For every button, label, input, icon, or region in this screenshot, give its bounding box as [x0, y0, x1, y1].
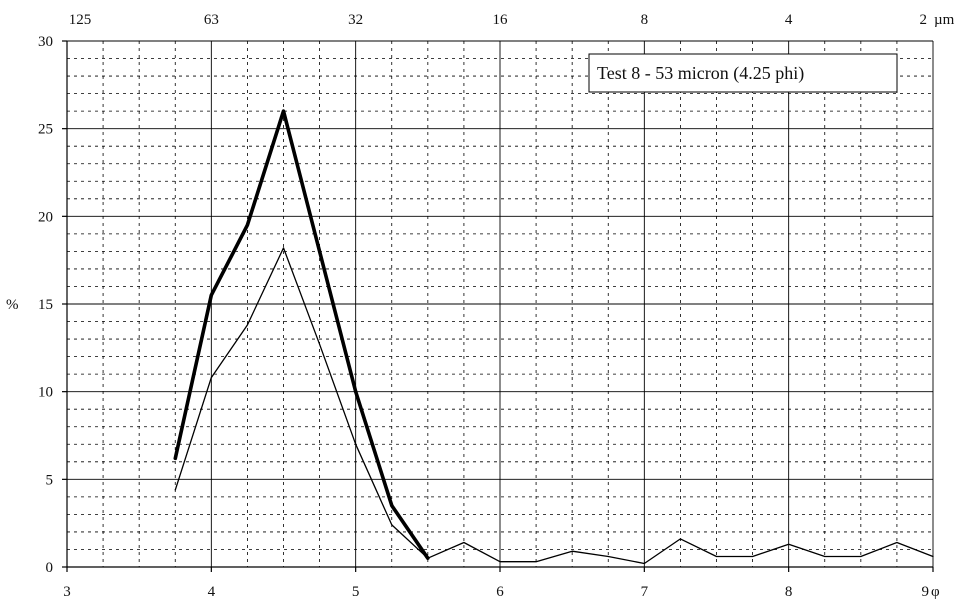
top-tick-label: 125: [69, 12, 92, 28]
x-tick-label: 9: [922, 584, 930, 600]
x-tick-label: 8: [785, 584, 793, 600]
axes-layer: [62, 40, 934, 572]
annotation-frame: [588, 53, 898, 93]
labels-layer: 0 5 10 15 20 25 30% 3 4 5 6 7 8 9 φ 125 63 32 16 8 4 2 µm: [6, 12, 955, 600]
top-tick-label: 4: [785, 12, 793, 28]
series-line-thin: [174, 247, 934, 565]
x-tick-label: 6: [496, 584, 504, 600]
annotation-text: Test 8 - 53 micron (4.25 phi): [597, 63, 804, 84]
y-tick-label: 0: [46, 560, 54, 576]
y-tick-label: 25: [38, 122, 53, 138]
y-axis-label: %: [6, 297, 19, 313]
x-tick-label: 7: [641, 584, 649, 600]
series-line-thick: [173, 109, 430, 561]
annotation-box: Test 8 - 53 micron (4.25 phi): [588, 53, 898, 93]
y-tick-label: 15: [38, 297, 53, 313]
x-axis-symbol: φ: [931, 584, 940, 600]
y-tick-label: 10: [38, 385, 53, 401]
top-tick-label: 8: [641, 12, 649, 28]
x-tick-label: 4: [208, 584, 216, 600]
top-axis-unit: µm: [934, 12, 955, 28]
series-layer: [173, 109, 934, 565]
y-tick-label: 30: [38, 34, 53, 50]
major-grid: [67, 40, 934, 567]
y-tick-label: 5: [46, 472, 54, 488]
x-tick-label: 3: [63, 584, 71, 600]
top-tick-label: 32: [348, 12, 363, 28]
y-tick-label: 20: [38, 209, 53, 225]
top-tick-label: 2: [920, 12, 928, 28]
top-tick-label: 16: [493, 12, 509, 28]
top-tick-label: 63: [204, 12, 219, 28]
x-tick-label: 5: [352, 584, 360, 600]
